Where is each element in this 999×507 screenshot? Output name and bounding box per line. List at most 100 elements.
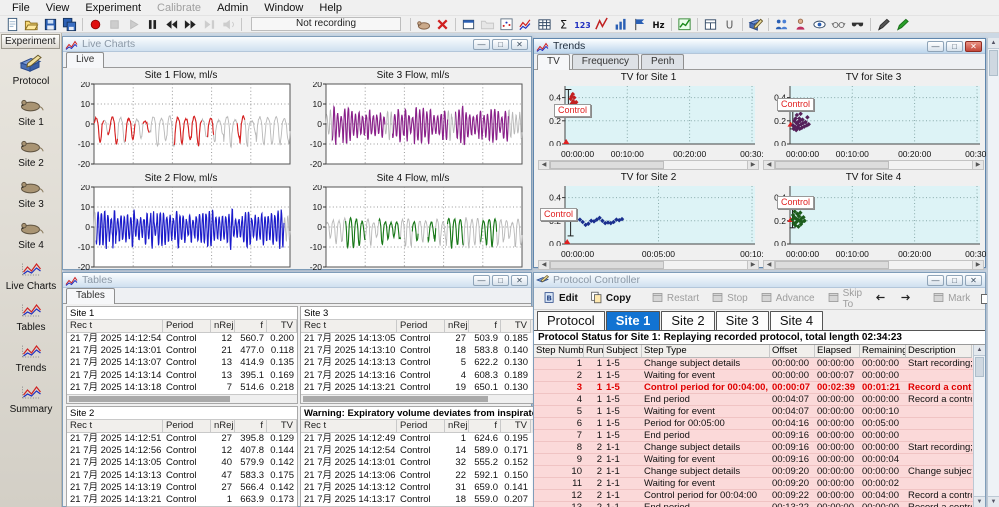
sidebar-item-site-1[interactable]: Site 1 [0, 94, 62, 128]
table-row[interactable]: 21 7月 2025 14:13:13Control5622.20.130 [301, 357, 565, 369]
trends-view-icon[interactable] [516, 16, 535, 32]
fast-forward-icon[interactable] [181, 16, 200, 32]
menu-view[interactable]: View [38, 1, 78, 15]
scroll-left-icon[interactable]: ◀ [539, 161, 550, 169]
scroll-up-icon[interactable]: ▲ [988, 38, 999, 49]
table-row[interactable]: 21 7月 2025 14:13:05Control27503.90.185 [301, 333, 565, 345]
trend-hscrollbar[interactable]: ◀▶ [538, 260, 759, 270]
scroll-right-icon[interactable]: ▶ [972, 261, 983, 269]
column-header-tv[interactable]: TV [267, 320, 297, 333]
column-header-f[interactable]: f [235, 420, 267, 433]
table-row[interactable]: 21 7月 2025 14:13:01Control32555.20.152 [301, 457, 565, 469]
column-header-nrej[interactable]: nRej [445, 320, 469, 333]
sidebar-item-site-2[interactable]: Site 2 [0, 135, 62, 169]
copy-button[interactable]: Copy [585, 290, 636, 308]
highlight-pen-icon[interactable] [893, 16, 912, 32]
mdi-vertical-scrollbar[interactable]: ▲ ▼ [987, 38, 999, 507]
column-header-rec-t[interactable]: Rec t [301, 320, 397, 333]
trends-tab-frequency[interactable]: Frequency [572, 54, 639, 69]
maximize-button[interactable]: □ [946, 275, 963, 286]
scroll-thumb[interactable] [550, 261, 664, 269]
bar-chart-view-icon[interactable] [611, 16, 630, 32]
penh-view-icon[interactable] [592, 16, 611, 32]
protocol-tab-site-3[interactable]: Site 3 [716, 311, 769, 330]
close-button[interactable]: ✕ [511, 39, 528, 50]
protocol-step-row[interactable]: 511-5Waiting for event00:04:0700:00:0000… [534, 406, 973, 418]
column-header-period[interactable]: Period [397, 420, 445, 433]
scroll-down-icon[interactable]: ▼ [974, 496, 985, 507]
table-row[interactable]: 21 7月 2025 14:13:21Control19650.10.130 [301, 382, 565, 394]
column-header-rec-t[interactable]: Rec t [67, 420, 163, 433]
table-row[interactable]: 21 7月 2025 14:13:05Control40579.90.142 [67, 457, 297, 469]
subject-tool-icon[interactable] [414, 16, 433, 32]
table-row[interactable]: 21 7月 2025 14:13:14Control13395.10.169 [67, 370, 297, 382]
protocol-tab-site-4[interactable]: Site 4 [770, 311, 823, 330]
numbers-view-icon[interactable]: 123 [573, 16, 592, 32]
summary-view-icon[interactable]: Σ [554, 16, 573, 32]
protocol-step-row[interactable]: 411-5End period00:04:0700:00:0000:00:00R… [534, 394, 973, 406]
column-header-remaining[interactable]: Remaining [860, 345, 906, 358]
protocol-tab-site-2[interactable]: Site 2 [661, 311, 714, 330]
close-button[interactable]: ✕ [965, 41, 982, 52]
close-button[interactable]: ✕ [965, 275, 982, 286]
table-row[interactable]: 21 7月 2025 14:13:06Control22592.10.150 [301, 470, 565, 482]
menu-help[interactable]: Help [311, 1, 350, 15]
scroll-track[interactable] [550, 261, 747, 269]
scroll-thumb[interactable] [550, 161, 664, 169]
menu-admin[interactable]: Admin [209, 1, 256, 15]
column-header-step-type[interactable]: Step Type [642, 345, 770, 358]
save-all-files-icon[interactable] [60, 16, 79, 32]
trend-hscrollbar[interactable]: ◀▶ [538, 160, 759, 170]
column-header-nrej[interactable]: nRej [211, 320, 235, 333]
table-row[interactable]: 21 7月 2025 14:12:56Control12407.80.144 [67, 445, 297, 457]
users-icon[interactable] [791, 16, 810, 32]
column-header-tv[interactable]: TV [501, 320, 531, 333]
protocol-tab-site-1[interactable]: Site 1 [606, 311, 661, 330]
export-chart-icon[interactable] [675, 16, 694, 32]
tables-view-icon[interactable] [535, 16, 554, 32]
show-window-icon[interactable] [459, 16, 478, 32]
trends-tab-tv[interactable]: TV [537, 54, 570, 70]
minimize-button[interactable]: — [927, 41, 944, 52]
protocol-step-row[interactable]: 1321-1End period00:13:2200:00:0000:00:00… [534, 502, 973, 507]
column-header-nrej[interactable]: nRej [211, 420, 235, 433]
table-row[interactable]: 21 7月 2025 14:13:19Control27566.40.142 [67, 482, 297, 494]
scroll-thumb[interactable] [775, 261, 889, 269]
protocol-step-row[interactable]: 921-1Waiting for event00:09:1600:00:0000… [534, 454, 973, 466]
sidebar-item-live-charts[interactable]: Live Charts [0, 258, 62, 292]
column-header-description[interactable]: Description [906, 345, 972, 358]
table-row[interactable]: 21 7月 2025 14:13:12Control31659.00.141 [301, 482, 565, 494]
flag-view-icon[interactable] [630, 16, 649, 32]
column-header-f[interactable]: f [469, 320, 501, 333]
column-header-period[interactable]: Period [163, 420, 211, 433]
edit-button[interactable]: BEdit [538, 290, 583, 308]
table-row[interactable]: 21 7月 2025 14:13:16Control4608.30.189 [301, 370, 565, 382]
column-header-elapsed[interactable]: Elapsed [815, 345, 860, 358]
table-row[interactable]: 21 7月 2025 14:13:01Control21477.00.118 [67, 345, 297, 357]
new-file-icon[interactable] [3, 16, 22, 32]
scroll-up-icon[interactable]: ▲ [974, 345, 985, 356]
record-icon[interactable] [86, 16, 105, 32]
minimize-button[interactable]: — [927, 275, 944, 286]
protocol-step-row[interactable]: 821-1Change subject details00:09:1600:00… [534, 442, 973, 454]
column-header-f[interactable]: f [235, 320, 267, 333]
protocol-editor-icon[interactable] [746, 16, 765, 32]
menu-window[interactable]: Window [256, 1, 311, 15]
window-layout-icon[interactable] [701, 16, 720, 32]
trends-tab-penh[interactable]: Penh [641, 54, 684, 69]
save-file-icon[interactable] [41, 16, 60, 32]
tables-titlebar[interactable]: Tables —□✕ [63, 273, 531, 288]
rewind-icon[interactable] [162, 16, 181, 32]
scroll-down-icon[interactable]: ▼ [988, 496, 999, 507]
scroll-thumb[interactable] [975, 357, 984, 377]
scroll-track[interactable] [550, 161, 747, 169]
protocol-step-row[interactable]: 1021-1Change subject details00:09:2000:0… [534, 466, 973, 478]
annotate-pen-icon[interactable] [874, 16, 893, 32]
scroll-left-icon[interactable]: ◀ [539, 261, 550, 269]
frequency-view-icon[interactable]: Hz [649, 16, 668, 32]
column-header-f[interactable]: f [469, 420, 501, 433]
protocol-tab-protocol[interactable]: Protocol [537, 311, 605, 330]
column-header-tv[interactable]: TV [267, 420, 297, 433]
scroll-track[interactable] [775, 261, 972, 269]
maximize-button[interactable]: □ [492, 275, 509, 286]
